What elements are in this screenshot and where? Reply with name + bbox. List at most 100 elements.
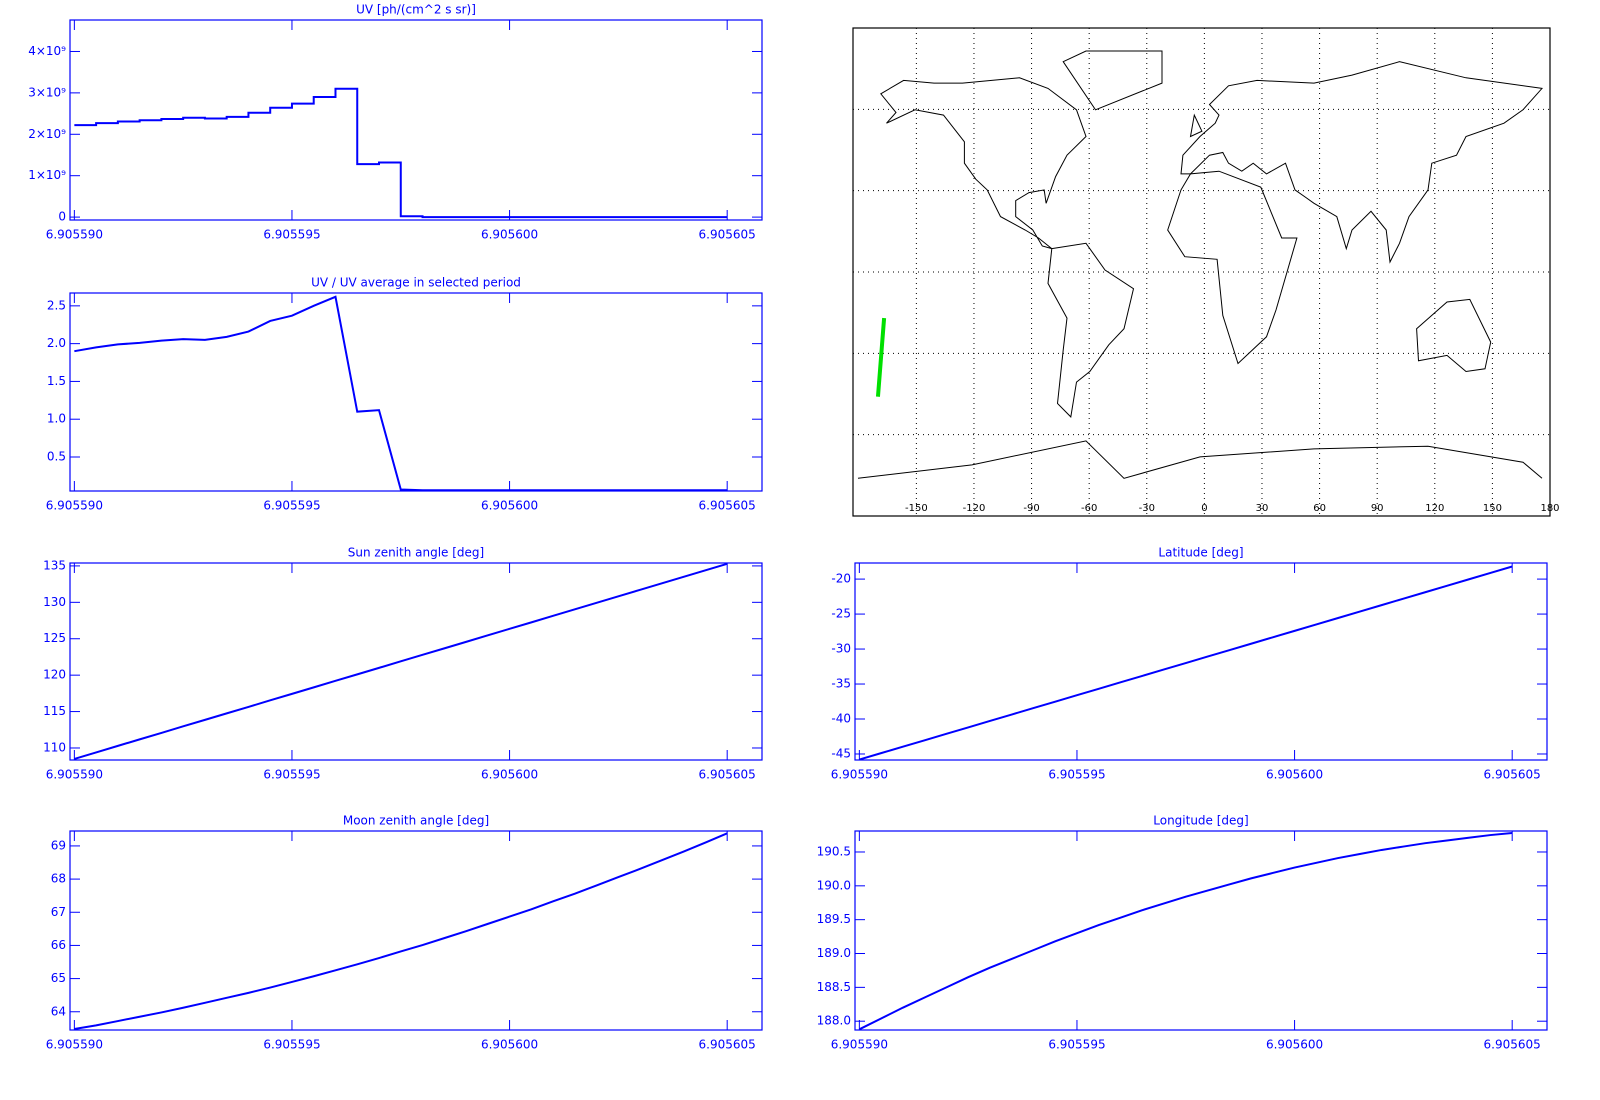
x-tick-label: -120 — [963, 503, 986, 514]
y-tick-label: -45 — [831, 746, 851, 760]
britain — [1189, 113, 1203, 138]
x-tick-label: 6.905595 — [1048, 1038, 1105, 1052]
x-tick-label: 6.905590 — [831, 1038, 888, 1052]
y-tick-label: 1×10⁹ — [28, 168, 66, 182]
x-tick-label: 6.905605 — [1484, 1038, 1541, 1052]
y-tick-label: 4×10⁹ — [28, 44, 66, 58]
x-tick-label: 0 — [1201, 503, 1207, 514]
y-tick-label: 2×10⁹ — [28, 127, 66, 141]
y-tick-label: 69 — [51, 838, 66, 852]
y-tick-label: 64 — [51, 1004, 66, 1018]
plot-frame — [69, 292, 763, 492]
y-tick-label: -35 — [831, 677, 851, 691]
africa — [1167, 170, 1298, 365]
x-tick-label: 150 — [1483, 503, 1502, 514]
x-tick-label: 6.905605 — [1484, 768, 1541, 782]
x-tick-label: 6.905605 — [699, 1038, 756, 1052]
y-tick-label: 188.0 — [817, 1014, 851, 1028]
y-tick-label: 3×10⁹ — [28, 85, 66, 99]
panel: UV [ph/(cm^2 s sr)] 6.905590 6.905595 6.905… — [28, 3, 763, 242]
greenland — [1062, 50, 1163, 111]
chart-title: Latitude [deg] — [1158, 546, 1243, 560]
plot-frame — [69, 562, 763, 761]
y-tick-label: 65 — [51, 971, 66, 985]
panel: Longitude [deg] 6.905590 6.905595 6.905600 6… — [817, 814, 1548, 1052]
coastlines — [857, 50, 1543, 479]
y-tick-label: 0.5 — [47, 449, 66, 463]
panel: UV / UV average in selected period 6.9055… — [46, 276, 763, 513]
x-tick-label: 6.905600 — [1266, 768, 1323, 782]
y-tick-label: 130 — [43, 595, 66, 609]
x-tick-label: 6.905605 — [699, 499, 756, 513]
x-tick-label: 6.905590 — [831, 768, 888, 782]
plot-frame — [854, 830, 1548, 1031]
y-tick-label: 135 — [43, 558, 66, 572]
panel: Latitude [deg] 6.905590 6.905595 6.905600 6.… — [831, 546, 1548, 782]
x-tick-label: 6.905590 — [46, 499, 103, 513]
y-tick-label: 66 — [51, 938, 66, 952]
x-tick-label: 120 — [1425, 503, 1444, 514]
eurasia — [1180, 61, 1543, 264]
y-tick-label: -20 — [831, 572, 851, 586]
x-tick-label: 6.905605 — [699, 768, 756, 782]
y-tick-label: 1.0 — [47, 412, 66, 426]
x-tick-label: 6.905595 — [1048, 768, 1105, 782]
chart-title: UV / UV average in selected period — [311, 276, 521, 290]
map-frame — [852, 27, 1551, 517]
australia — [1416, 298, 1492, 373]
x-tick-label: -150 — [905, 503, 928, 514]
x-tick-label: 60 — [1313, 503, 1326, 514]
y-tick-label: 190.5 — [817, 844, 851, 858]
y-tick-label: -25 — [831, 607, 851, 621]
x-tick-label: 90 — [1371, 503, 1384, 514]
x-tick-label: 6.905590 — [46, 1038, 103, 1052]
y-tick-label: 67 — [51, 905, 66, 919]
x-tick-label: -30 — [1139, 503, 1155, 514]
plot-frame — [69, 830, 763, 1031]
x-tick-label: 6.905590 — [46, 768, 103, 782]
chart-title: Longitude [deg] — [1153, 814, 1248, 828]
y-tick-label: -40 — [831, 712, 851, 726]
x-tick-label: 6.905590 — [46, 228, 103, 242]
y-tick-label: 2.5 — [47, 298, 66, 312]
chart-title: Sun zenith angle [deg] — [348, 546, 484, 560]
x-tick-label: 6.905600 — [1266, 1038, 1323, 1052]
chart-title: Moon zenith angle [deg] — [343, 814, 489, 828]
data-line — [859, 565, 1513, 761]
x-tick-label: 30 — [1256, 503, 1269, 514]
data-line — [74, 295, 728, 492]
y-tick-label: 0 — [58, 210, 66, 224]
x-tick-label: 6.905595 — [263, 768, 320, 782]
x-tick-label: 6.905605 — [699, 228, 756, 242]
north-america — [880, 77, 1087, 250]
x-tick-label: 6.905600 — [481, 228, 538, 242]
plot-frame — [69, 19, 763, 221]
panel: Sun zenith angle [deg] 6.905590 6.905595 6.… — [43, 546, 763, 782]
y-tick-label: 1.5 — [47, 374, 66, 388]
data-line — [74, 562, 728, 760]
panel: -150 -120 -90 -60 -30 0 30 60 90 120 150 180 — [852, 27, 1560, 517]
x-tick-label: 6.905600 — [481, 1038, 538, 1052]
chart-title: UV [ph/(cm^2 s sr)] — [356, 3, 476, 17]
x-tick-label: 6.905595 — [263, 228, 320, 242]
y-tick-label: -30 — [831, 642, 851, 656]
panel: Moon zenith angle [deg] 6.905590 6.905595 6… — [46, 814, 763, 1052]
y-tick-label: 115 — [43, 704, 66, 718]
y-tick-label: 125 — [43, 631, 66, 645]
y-tick-label: 189.5 — [817, 912, 851, 926]
y-tick-label: 189.0 — [817, 946, 851, 960]
x-tick-label: 6.905595 — [263, 1038, 320, 1052]
x-tick-label: -60 — [1081, 503, 1097, 514]
y-tick-label: 110 — [43, 740, 66, 754]
y-tick-label: 190.0 — [817, 878, 851, 892]
plot-frame — [854, 562, 1548, 761]
x-tick-label: 6.905595 — [263, 499, 320, 513]
y-tick-label: 120 — [43, 668, 66, 682]
x-tick-label: 6.905600 — [481, 768, 538, 782]
x-tick-label: -90 — [1023, 503, 1039, 514]
y-tick-label: 2.0 — [47, 336, 66, 350]
y-tick-label: 68 — [51, 872, 66, 886]
y-tick-label: 188.5 — [817, 980, 851, 994]
